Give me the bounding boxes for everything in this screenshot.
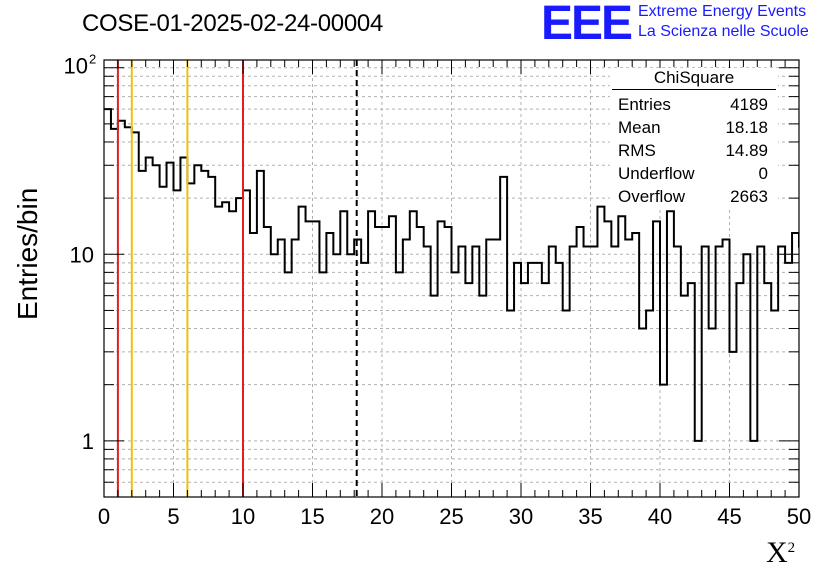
x-tick-label: 50	[787, 504, 811, 529]
stats-label: Entries	[618, 95, 671, 114]
x-tick-label: 25	[439, 504, 463, 529]
stats-box: ChiSquare Entries 4189 Mean 18.18 RMS 14…	[610, 68, 778, 208]
y-axis-label: Entries/bin	[12, 187, 43, 320]
x-tick-label: 5	[167, 504, 179, 529]
x-tick-label: 20	[370, 504, 394, 529]
stats-label: Underflow	[618, 164, 695, 183]
stats-value: 18.18	[725, 118, 768, 137]
stats-label: Mean	[618, 118, 661, 137]
x-axis-label-sup: 2	[787, 540, 796, 556]
axis-ticks	[103, 60, 800, 498]
stats-label: Overflow	[618, 187, 686, 206]
reference-lines	[116, 60, 358, 497]
x-tick-label: 40	[648, 504, 672, 529]
stats-value: 4189	[730, 95, 768, 114]
x-axis-label-base: X	[766, 536, 788, 569]
x-tick-label: 45	[717, 504, 741, 529]
y-tick-label-exponent: 2	[89, 52, 96, 67]
stats-row-overflow: Overflow 2663	[610, 185, 778, 208]
stats-row-rms: RMS 14.89	[610, 139, 778, 162]
x-tick-label: 0	[98, 504, 110, 529]
histogram-bars	[104, 108, 799, 442]
y-tick-label: 10	[70, 242, 94, 267]
y-tick-label: 10	[64, 54, 88, 79]
stats-row-mean: Mean 18.18	[610, 116, 778, 139]
stats-value: 2663	[730, 187, 768, 206]
chart-title: COSE-01-2025-02-24-00004	[82, 10, 383, 37]
stats-title: ChiSquare	[612, 68, 776, 90]
stats-value: 0	[758, 164, 768, 183]
x-tick-label: 15	[300, 504, 324, 529]
eee-logo: EEE	[541, 0, 633, 50]
stats-label: RMS	[618, 141, 656, 160]
y-tick-label: 1	[82, 429, 94, 454]
logo-line-1: Extreme Energy Events	[638, 3, 807, 20]
x-tick-label: 35	[578, 504, 602, 529]
x-axis-label: X2	[766, 536, 795, 570]
stats-value: 14.89	[725, 141, 768, 160]
x-tick-label: 30	[509, 504, 533, 529]
logo-line-2: La Scienza nelle Scuole	[638, 23, 809, 40]
x-tick-label: 10	[231, 504, 255, 529]
histogram-step-line	[104, 108, 799, 442]
stats-row-underflow: Underflow 0	[610, 162, 778, 185]
stats-row-entries: Entries 4189	[610, 93, 778, 116]
